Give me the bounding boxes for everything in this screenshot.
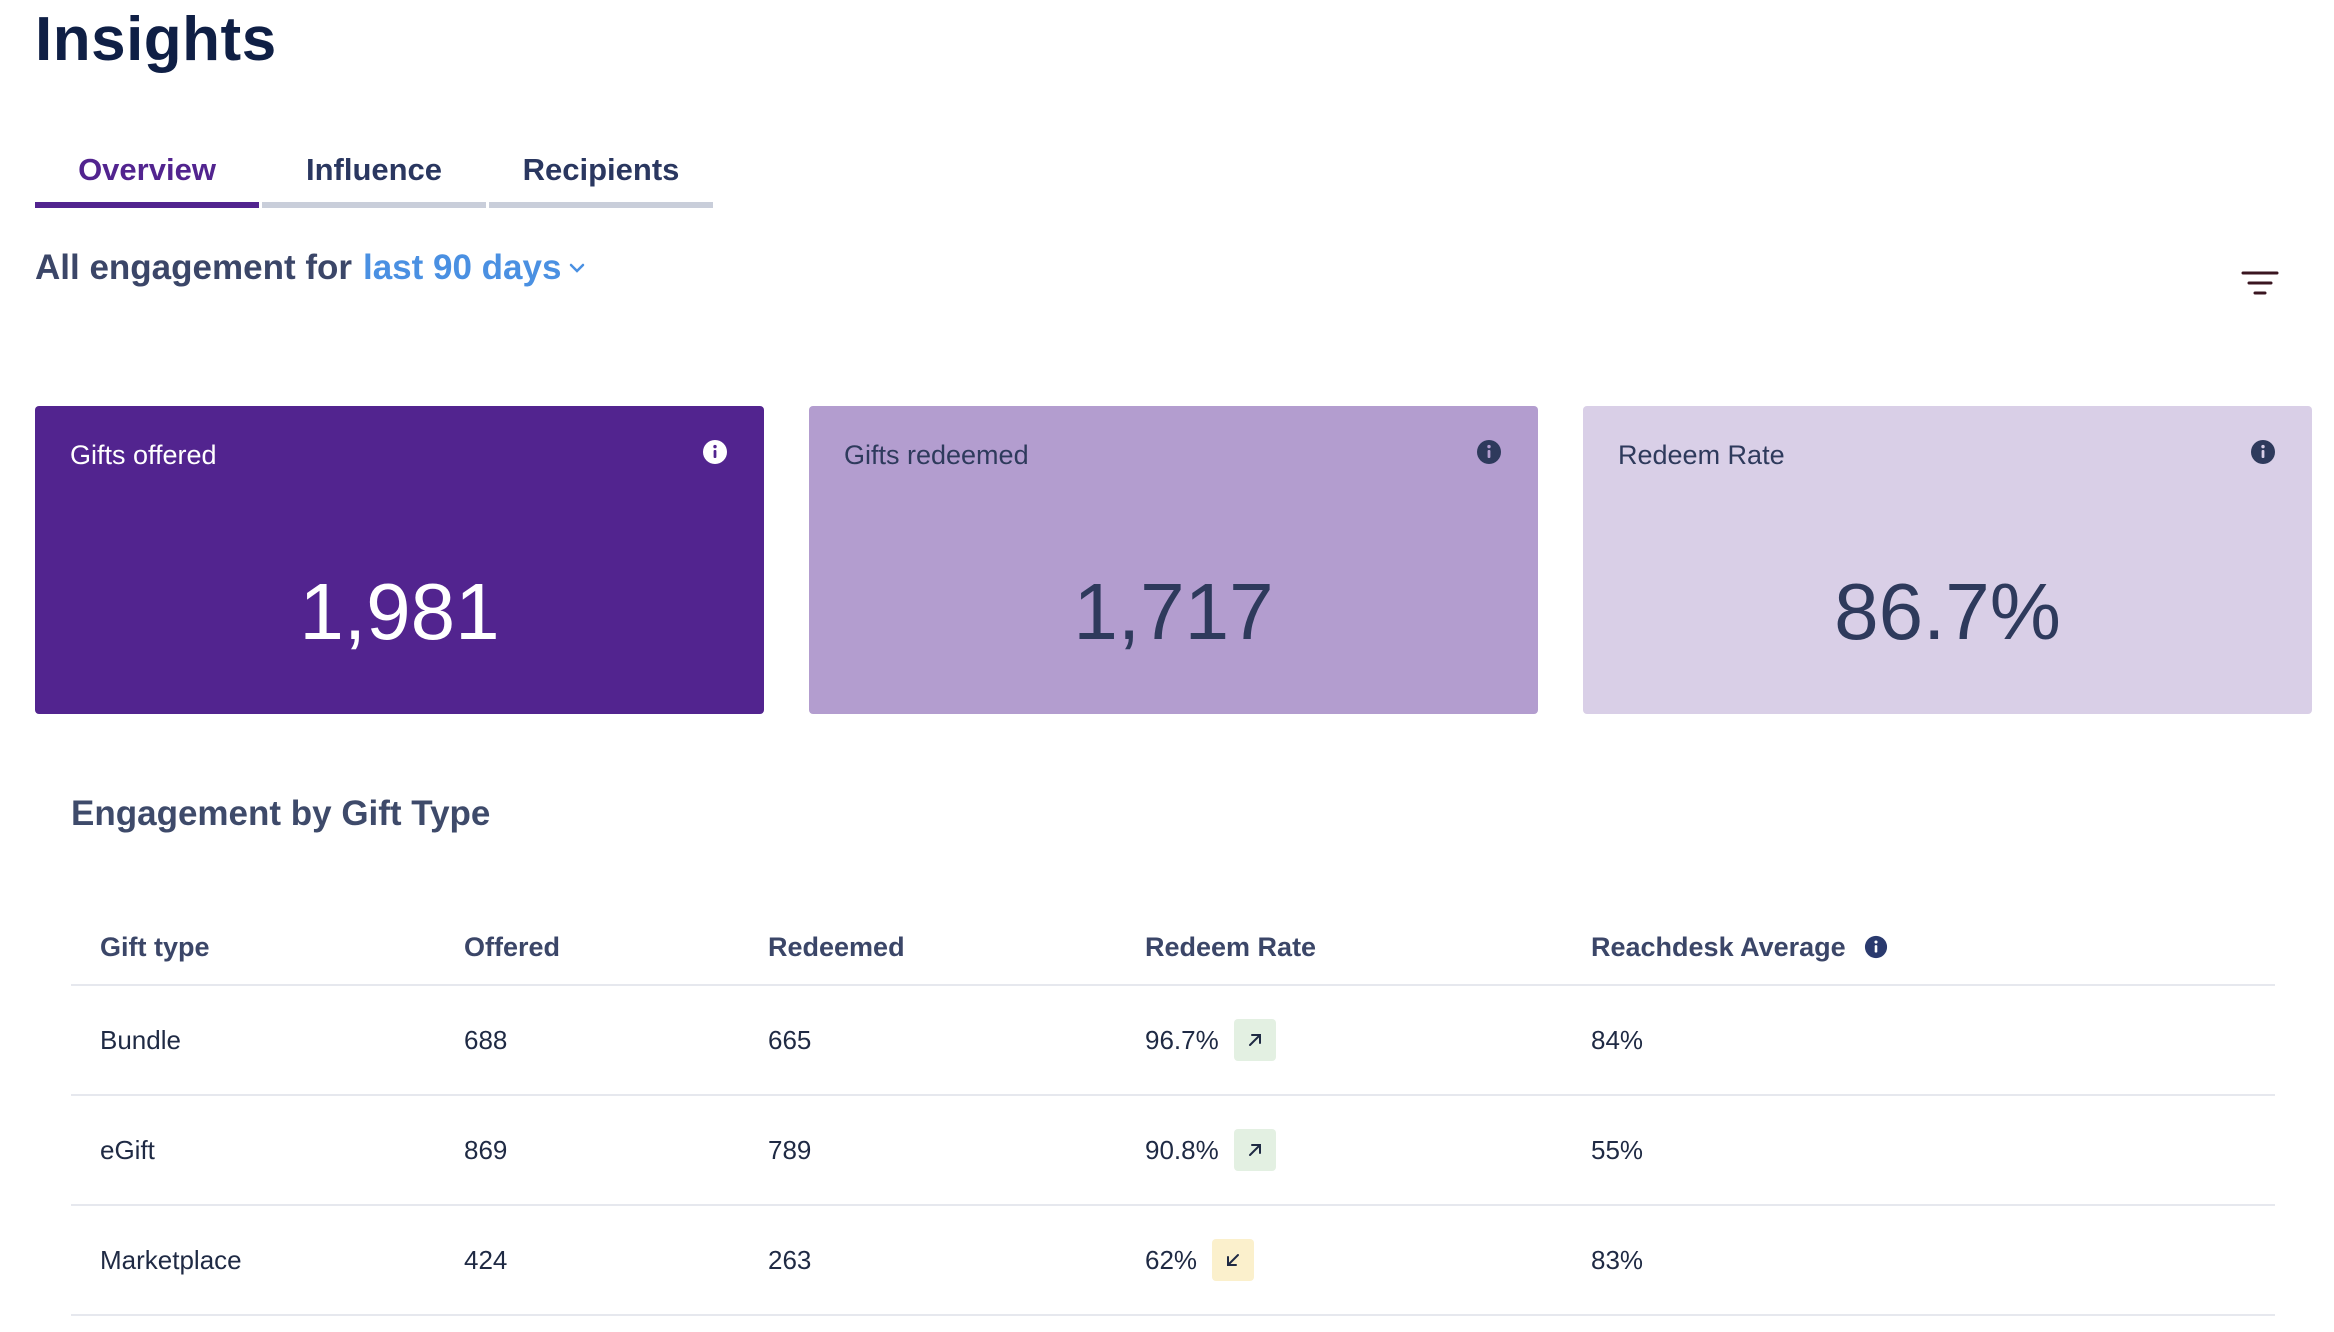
table-header: Gift type Offered Redeemed Redeem Rate R… <box>71 910 2275 986</box>
arrow-up-right-icon <box>1248 1144 1261 1156</box>
header-gift-type[interactable]: Gift type <box>100 931 210 962</box>
tab-influence[interactable]: Influence <box>262 138 486 208</box>
trend-up-badge <box>1233 1129 1276 1171</box>
cell-redeem-rate: 96.7% <box>1145 1019 1591 1061</box>
gifts-offered-card: Gifts offered 1,981 <box>35 406 764 714</box>
gifts-redeemed-card: Gifts redeemed 1,717 <box>809 406 1538 714</box>
header-redeem-rate[interactable]: Redeem Rate <box>1145 931 1317 962</box>
trend-down-badge <box>1212 1239 1255 1281</box>
cell-redeemed: 789 <box>768 1134 812 1165</box>
redeem-rate-text: 62% <box>1145 1244 1198 1275</box>
tab-overview[interactable]: Overview <box>35 138 259 208</box>
gifts-redeemed-value: 1,717 <box>1073 567 1274 656</box>
cell-gift-type: Marketplace <box>100 1244 242 1275</box>
header-average-label[interactable]: Reachdesk Average <box>1591 931 1846 962</box>
cell-average: 83% <box>1591 1244 1644 1275</box>
section-title: Engagement by Gift Type <box>71 794 491 833</box>
cell-gift-type: eGift <box>100 1134 155 1165</box>
info-icon[interactable] <box>702 439 728 465</box>
arrow-up-right-icon <box>1248 1034 1261 1046</box>
table-row: eGift 869 789 90.8% 55% <box>71 1096 2275 1206</box>
cell-offered: 424 <box>464 1244 508 1275</box>
cell-gift-type: Bundle <box>100 1024 181 1055</box>
info-icon[interactable] <box>1864 935 1888 959</box>
engagement-heading: All engagement for last 90 days <box>35 248 585 288</box>
cell-offered: 688 <box>464 1024 508 1055</box>
tab-recipients[interactable]: Recipients <box>489 138 713 208</box>
arrow-down-left-icon <box>1227 1254 1240 1266</box>
cell-redeem-rate: 90.8% <box>1145 1129 1591 1171</box>
redeem-rate-label: Redeem Rate <box>1618 440 1785 470</box>
cell-redeemed: 665 <box>768 1024 812 1055</box>
tab-bar: Overview Influence Recipients <box>35 138 716 208</box>
header-redeemed[interactable]: Redeemed <box>768 931 905 962</box>
table-row: Marketplace 424 263 62% 83% <box>71 1206 2275 1316</box>
chevron-down-icon <box>570 263 585 273</box>
gifts-offered-label: Gifts offered <box>70 440 217 470</box>
redeem-rate-value: 86.7% <box>1834 567 2061 656</box>
cell-redeemed: 263 <box>768 1244 812 1275</box>
filter-icon <box>2241 271 2279 295</box>
engagement-prefix: All engagement for <box>35 248 352 287</box>
cell-redeem-rate: 62% <box>1145 1239 1591 1281</box>
date-range-label: last 90 days <box>362 248 562 287</box>
redeem-rate-text: 90.8% <box>1145 1134 1219 1165</box>
page-title: Insights <box>35 5 277 74</box>
info-icon[interactable] <box>1476 439 1502 465</box>
redeem-rate-card: Redeem Rate 86.7% <box>1583 406 2312 714</box>
header-reachdesk-average: Reachdesk Average <box>1591 932 2275 963</box>
cell-average: 84% <box>1591 1024 1644 1055</box>
redeem-rate-text: 96.7% <box>1145 1024 1219 1055</box>
filter-button[interactable] <box>2240 268 2280 302</box>
header-offered[interactable]: Offered <box>464 931 561 962</box>
gifts-offered-value: 1,981 <box>299 567 500 656</box>
date-range-dropdown[interactable]: last 90 days <box>363 248 585 288</box>
trend-up-badge <box>1233 1019 1276 1061</box>
gift-type-table: Gift type Offered Redeemed Redeem Rate R… <box>71 910 2275 1316</box>
cell-offered: 869 <box>464 1134 508 1165</box>
gifts-redeemed-label: Gifts redeemed <box>844 440 1029 470</box>
table-row: Bundle 688 665 96.7% 84% <box>71 986 2275 1096</box>
info-icon[interactable] <box>2250 439 2276 465</box>
cell-average: 55% <box>1591 1134 1644 1165</box>
